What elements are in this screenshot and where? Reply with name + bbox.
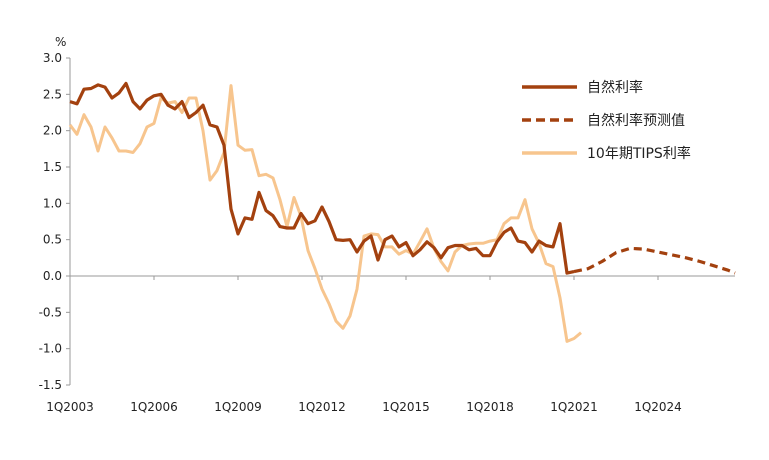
y-tick-label: 2.5 [43,87,62,101]
legend-item-natural-rate-forecast: 自然利率预测值 [522,112,685,129]
x-tick-label: 1Q2018 [466,400,514,414]
x-tick-label: 1Q2021 [550,400,598,414]
y-tick-label: 0.5 [43,233,62,247]
series-layer [68,81,736,343]
y-tick-label: -1.5 [39,378,62,392]
x-tick-label: 1Q2003 [46,400,94,414]
legend-item-natural-rate: 自然利率 [522,79,643,96]
series-line-natural-rate [69,81,575,275]
y-tick-label: -0.5 [39,305,62,319]
series-line-natural-rate-forecast [573,246,736,275]
legend-label: 自然利率预测值 [587,112,685,129]
y-tick-label: 0.0 [43,269,62,283]
series-line-tips-10y [68,84,582,343]
y-tick-label: 1.0 [43,196,62,210]
y-tick-label: 2.0 [43,124,62,138]
legend-item-tips-10y: 10年期TIPS利率 [522,145,691,162]
y-tick-label: -1.0 [39,342,62,356]
x-tick-label: 1Q2024 [634,400,682,414]
x-axis-ticks: 1Q2003 1Q2006 1Q2009 1Q2012 1Q2015 1Q2018 1Q20… [46,276,682,414]
x-tick-label: 1Q2006 [130,400,178,414]
legend-label: 自然利率 [587,79,643,96]
x-tick-label: 1Q2009 [214,400,262,414]
legend-label: 10年期TIPS利率 [587,145,691,162]
y-tick-label: 3.0 [43,51,62,65]
y-axis-unit-label: % [55,35,66,49]
y-tick-label: 1.5 [43,160,62,174]
y-axis-ticks: 3.0 2.5 2.0 1.5 1.0 0.5 0.0 -0.5 -1.0 -1.5 [39,51,70,392]
x-tick-label: 1Q2015 [382,400,430,414]
x-tick-label: 1Q2012 [298,400,346,414]
